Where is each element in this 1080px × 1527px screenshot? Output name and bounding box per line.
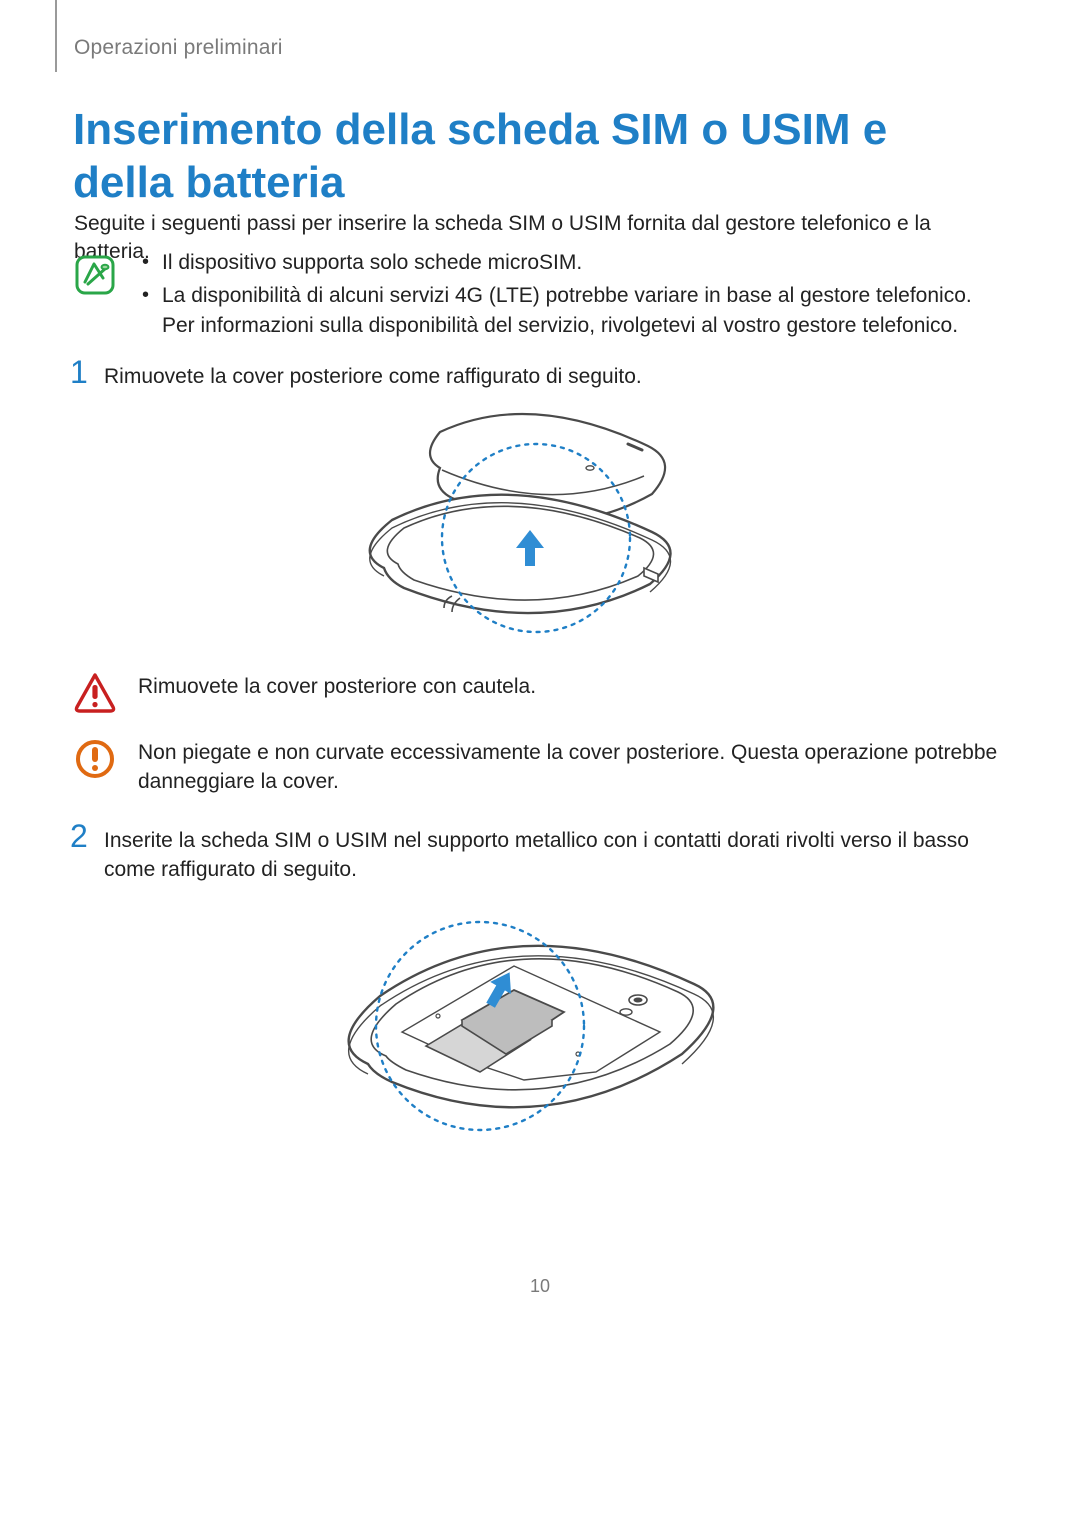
caution-row: Non piegate e non curvate eccessivamente… xyxy=(74,738,1004,797)
caution-text: Non piegate e non curvate eccessivamente… xyxy=(138,738,1004,797)
step-2: 2 Inserite la scheda SIM o USIM nel supp… xyxy=(70,826,1010,885)
step-text: Inserite la scheda SIM o USIM nel suppor… xyxy=(104,826,1010,885)
note-item: La disponibilità di alcuni servizi 4G (L… xyxy=(138,281,1004,340)
figure-insert-sim xyxy=(308,904,748,1149)
warning-icon xyxy=(74,672,122,719)
step-number: 2 xyxy=(70,818,88,855)
step-text: Rimuovete la cover posteriore come raffi… xyxy=(104,362,1010,391)
note-icon xyxy=(74,254,116,301)
manual-page: Operazioni preliminari Inserimento della… xyxy=(0,0,1080,1527)
running-header: Operazioni preliminari xyxy=(74,36,283,60)
figure-remove-cover xyxy=(320,408,720,663)
header-rule xyxy=(55,0,57,72)
note-list: Il dispositivo supporta solo schede micr… xyxy=(138,248,1004,340)
step-1: 1 Rimuovete la cover posteriore come raf… xyxy=(70,362,1010,391)
page-number: 10 xyxy=(0,1276,1080,1297)
note-item: Il dispositivo supporta solo schede micr… xyxy=(138,248,1004,277)
warning-row: Rimuovete la cover posteriore con cautel… xyxy=(74,672,1004,719)
warning-text: Rimuovete la cover posteriore con cautel… xyxy=(138,672,536,701)
caution-icon xyxy=(74,738,122,785)
page-title: Inserimento della scheda SIM o USIM e de… xyxy=(73,104,973,210)
step-number: 1 xyxy=(70,354,88,391)
note-block: Il dispositivo supporta solo schede micr… xyxy=(74,248,1004,344)
